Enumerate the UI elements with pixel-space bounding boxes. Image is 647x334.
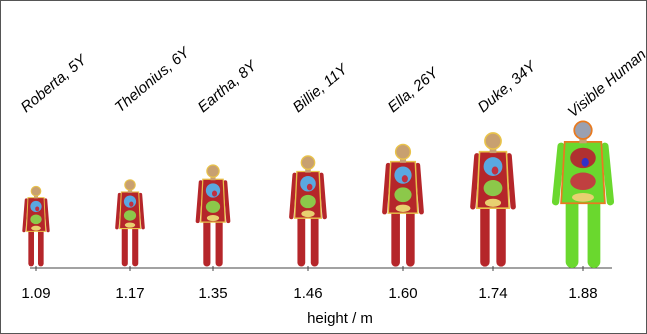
pelvis: [207, 215, 219, 221]
heart: [307, 184, 313, 191]
pelvis: [396, 205, 411, 212]
abdomen: [30, 214, 41, 224]
frame: [1, 1, 647, 334]
figure: height / m 1.09Roberta, 5Y1.17Thelonius,…: [0, 0, 647, 334]
abdomen: [570, 173, 596, 191]
head: [396, 144, 411, 159]
abdomen: [394, 187, 411, 202]
pelvis: [572, 193, 594, 202]
pelvis: [301, 210, 314, 217]
abdomen: [206, 201, 220, 213]
pelvis: [31, 226, 41, 231]
pelvis: [485, 199, 501, 207]
head: [485, 133, 501, 149]
height-label: 1.88: [568, 285, 597, 302]
height-label: 1.46: [293, 285, 322, 302]
heart: [212, 190, 217, 196]
abdomen: [484, 180, 503, 196]
heart: [129, 202, 133, 207]
head: [574, 121, 592, 139]
abdomen: [124, 210, 136, 220]
heart: [35, 206, 39, 211]
heart: [402, 175, 408, 182]
axis-label: height / m: [307, 310, 373, 327]
abdomen: [300, 195, 316, 208]
head: [207, 165, 219, 177]
heart: [492, 167, 499, 175]
height-label: 1.74: [478, 285, 507, 302]
pelvis: [125, 222, 135, 227]
head: [125, 180, 135, 190]
head: [31, 186, 41, 196]
head: [301, 156, 314, 169]
height-label: 1.60: [388, 285, 417, 302]
height-label: 1.17: [115, 285, 144, 302]
heart: [582, 158, 589, 167]
height-label: 1.35: [198, 285, 227, 302]
height-label: 1.09: [21, 285, 50, 302]
